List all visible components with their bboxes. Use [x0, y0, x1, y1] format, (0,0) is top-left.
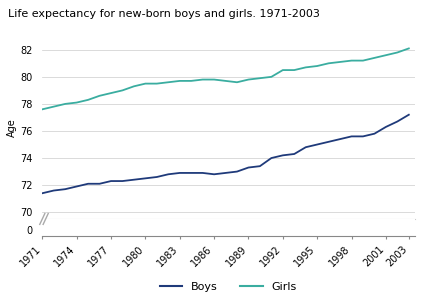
Text: Life expectancy for new-born boys and girls. 1971-2003: Life expectancy for new-born boys and gi… — [8, 9, 320, 19]
Y-axis label: Age: Age — [7, 118, 17, 137]
Legend: Boys, Girls: Boys, Girls — [156, 278, 301, 297]
